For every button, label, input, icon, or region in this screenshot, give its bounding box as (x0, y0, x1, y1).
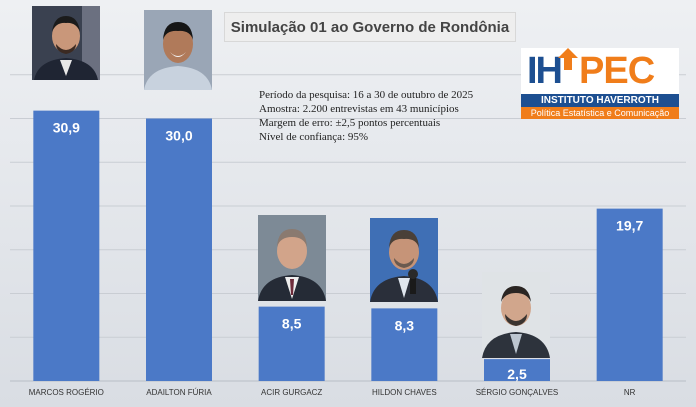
bar (484, 359, 550, 381)
chart-title: Simulação 01 ao Governo de Rondônia (230, 18, 510, 36)
portrait-icon (258, 215, 326, 301)
portrait-icon (482, 272, 550, 358)
category-label: NR (624, 388, 636, 397)
institute-logo: IH PEC INSTITUTO HAVERROTH Política Esta… (521, 48, 681, 120)
data-label: 8,3 (395, 317, 415, 333)
portrait-icon (370, 218, 438, 302)
category-label: HILDON CHAVES (372, 388, 437, 397)
data-label: 30,0 (165, 128, 192, 144)
photo-hildon-chaves (370, 218, 438, 302)
photo-acir-gurgacz (258, 215, 326, 301)
data-label: 19,7 (616, 218, 643, 234)
portrait-icon (144, 10, 212, 90)
logo-mark: IH PEC (521, 48, 679, 94)
logo-tagline: Política Estatística e Comunicação (521, 107, 679, 119)
survey-info: Período da pesquisa: 16 a 30 de outubro … (259, 88, 473, 144)
logo-institute-name: INSTITUTO HAVERROTH (521, 94, 679, 107)
survey-sample: Amostra: 2.200 entrevistas em 43 municíp… (259, 103, 459, 115)
category-label: SÉRGIO GONÇALVES (476, 388, 559, 397)
logo-mark-right: PEC (579, 50, 655, 92)
category-label: MARCOS ROGÉRIO (29, 388, 104, 397)
data-label: 8,5 (282, 316, 302, 332)
bar (146, 118, 212, 381)
survey-period: Período da pesquisa: 16 a 30 de outubro … (259, 89, 474, 101)
bar (371, 308, 438, 381)
chart-title-box: Simulação 01 ao Governo de Rondônia (224, 12, 516, 42)
logo-arrow-icon (558, 48, 578, 70)
data-label: 2,5 (507, 366, 527, 382)
bar (33, 110, 100, 381)
data-label: 30,9 (53, 120, 80, 136)
bar (258, 306, 325, 381)
bar (596, 208, 663, 381)
portrait-icon (32, 6, 100, 80)
category-label: ACIR GURGACZ (261, 388, 322, 397)
photo-sergio-goncalves (482, 272, 550, 358)
photo-marcos-rogerio (32, 6, 100, 80)
survey-margin: Margem de erro: ±2,5 pontos percentuais (259, 117, 441, 129)
logo-mark-left: IH (527, 50, 563, 92)
photo-adailton-furia (144, 10, 212, 90)
category-label: ADAILTON FÚRIA (146, 388, 212, 397)
survey-confidence: Nível de confiança: 95% (259, 131, 369, 143)
